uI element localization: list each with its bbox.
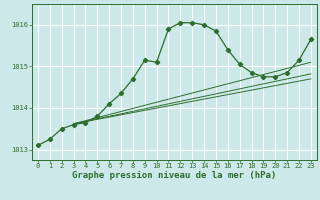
X-axis label: Graphe pression niveau de la mer (hPa): Graphe pression niveau de la mer (hPa) <box>72 171 276 180</box>
